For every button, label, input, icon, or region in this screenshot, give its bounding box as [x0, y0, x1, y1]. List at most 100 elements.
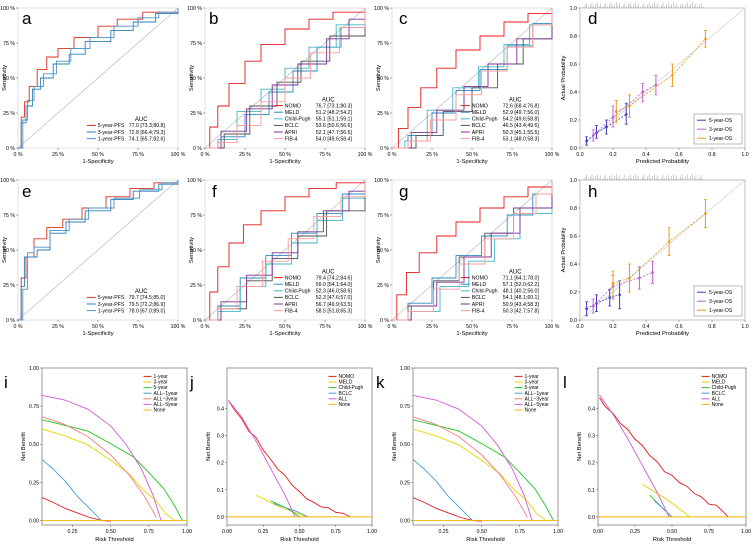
- x-tick-label: 1.00: [741, 529, 751, 535]
- y-tick-label: 75 %: [377, 41, 389, 47]
- legend-label: FIB-4: [472, 136, 485, 142]
- y-tick-label: 0.00: [29, 518, 39, 524]
- calibration-point: [704, 212, 707, 215]
- dca-curve-nomo: [228, 400, 351, 518]
- x-tick-label: 1.00: [553, 529, 563, 535]
- legend-value: 50.3 [42.7;57.8]: [503, 308, 540, 314]
- y-tick-label: 1.0: [570, 178, 577, 184]
- legend-label: None: [339, 402, 351, 408]
- x-tick-label: 1.0: [741, 152, 748, 158]
- y-tick-label: 1.00: [400, 366, 410, 372]
- x-tick-label: 50 %: [92, 324, 104, 330]
- x-tick-label: 0 %: [388, 152, 397, 158]
- legend-label: MELD: [472, 282, 487, 288]
- reference-diagonal: [204, 179, 366, 321]
- y-tick-label: 50 %: [377, 248, 389, 254]
- reference-diagonal: [391, 179, 553, 321]
- x-tick-label: 0 %: [14, 324, 23, 330]
- x-tick-label: 0.6: [675, 152, 682, 158]
- dca-curve-all−5year: [412, 394, 533, 521]
- y-tick-label: 0.2: [217, 461, 224, 467]
- x-tick-label: 1.00: [367, 529, 377, 535]
- y-tick-label: 75 %: [3, 41, 15, 47]
- legend-value: 51.2 [48.2;54.2]: [316, 110, 353, 116]
- legend-label: ALL−3year: [154, 396, 179, 402]
- ideal-line: [579, 7, 746, 149]
- legend-label: 5-year-PFS: [98, 295, 125, 301]
- y-tick-label: 0.50: [400, 442, 410, 448]
- legend-label: Child-Pugh: [472, 117, 498, 123]
- x-tick-label: 100 %: [171, 152, 186, 158]
- x-tick-label: 25 %: [426, 324, 438, 330]
- panel-letter-c: c: [399, 9, 408, 28]
- y-tick-label: 0 %: [6, 146, 15, 152]
- y-tick-label: 75 %: [377, 213, 389, 219]
- roc-curve-apri: [205, 8, 366, 149]
- legend-value: 79.4 [74.2;84.6]: [316, 275, 353, 281]
- y-tick-label: 0 %: [380, 318, 389, 324]
- legend-label: 5-year-PFS: [98, 123, 125, 129]
- calibration-point: [641, 90, 644, 94]
- x-tick-label: 0.75: [144, 529, 154, 535]
- legend-value: 52.1 [47.7;56.6]: [316, 130, 353, 136]
- calibration-point: [654, 83, 658, 87]
- y-tick-label: 0.4: [570, 262, 577, 268]
- legend-label: None: [525, 408, 537, 414]
- plot-frame: [41, 367, 188, 526]
- y-tick-label: 25 %: [3, 283, 15, 289]
- roc-curve-5-year-pfs: [18, 8, 179, 149]
- legend-label: 1-year-OS: [709, 136, 733, 142]
- calibration-point: [615, 110, 618, 113]
- y-tick-label: 25 %: [3, 111, 15, 117]
- legend-value: 59.0 [54.1;64.0]: [316, 282, 353, 288]
- legend-label: NOMO: [339, 374, 355, 380]
- roc-curve-3-year-pfs: [18, 8, 179, 149]
- x-tick-label: 0.4: [642, 324, 649, 330]
- calibration-point: [624, 113, 628, 116]
- legend-value: 77.0 [73.3;80.8]: [129, 123, 166, 129]
- x-axis-label: 1-Specificity: [82, 331, 113, 337]
- legend-value: 79.7 [74.5;85.0]: [129, 295, 166, 301]
- roc-curve-nomo: [205, 180, 366, 321]
- y-tick-label: 100 %: [0, 178, 15, 184]
- y-tick-label: 0.3: [588, 434, 595, 440]
- roc-curve-meld: [205, 8, 366, 149]
- legend-label: NOMO: [712, 374, 728, 380]
- y-axis-label: Sensitivity: [2, 65, 8, 91]
- x-axis-label: 1-Specificity: [82, 159, 113, 165]
- legend-label: BCLC: [472, 123, 486, 129]
- legend-label: 5-year-OS: [709, 290, 733, 296]
- legend-label: None: [712, 402, 724, 408]
- x-tick-label: 0.25: [258, 529, 268, 535]
- dca-curve-bclc: [273, 502, 309, 518]
- x-tick-label: 100 %: [171, 324, 186, 330]
- legend-title: AUC: [509, 97, 522, 103]
- x-tick-label: 0 %: [388, 324, 397, 330]
- legend-value: 50.9 [43.4;58.3]: [503, 302, 540, 308]
- x-tick-label: 0.50: [477, 529, 487, 535]
- panel-f: 0 % 25 % 50 % 75 % 100 % 0 % 25 % 50 % 75 % 100 %…: [187, 178, 372, 337]
- roc-curve-1-year-pfs: [18, 180, 179, 321]
- x-tick-label: 100 %: [545, 324, 560, 330]
- panel-letter-j: j: [189, 373, 194, 392]
- legend-value: 52.9 [49.7;56.0]: [503, 110, 540, 116]
- y-tick-label: 0 %: [380, 146, 389, 152]
- legend-label: 3-year: [525, 380, 540, 386]
- legend-label: 3-year-OS: [709, 127, 733, 133]
- panel-c: 0 % 25 % 50 % 75 % 100 % 0 % 25 % 50 % 75 % 100 %…: [374, 6, 559, 165]
- y-tick-label: 100 %: [374, 6, 389, 12]
- x-axis-label: Risk Threshold: [95, 537, 134, 543]
- x-tick-label: 1.00: [182, 529, 192, 535]
- legend-value: 78.0 [67.0;89.0]: [129, 308, 166, 314]
- roc-curve-meld: [392, 180, 553, 321]
- dca-curve-3-year: [41, 428, 176, 521]
- roc-curve-nomo: [392, 8, 553, 149]
- panel-letter-h: h: [588, 182, 597, 201]
- y-tick-label: 0.0: [217, 515, 224, 521]
- calibration-point: [585, 139, 588, 143]
- y-tick-label: 0.25: [400, 480, 410, 486]
- x-tick-label: 75 %: [319, 324, 331, 330]
- panel-letter-a: a: [22, 9, 32, 28]
- y-tick-label: 0.0: [588, 515, 595, 521]
- x-tick-label: 75 %: [506, 324, 518, 330]
